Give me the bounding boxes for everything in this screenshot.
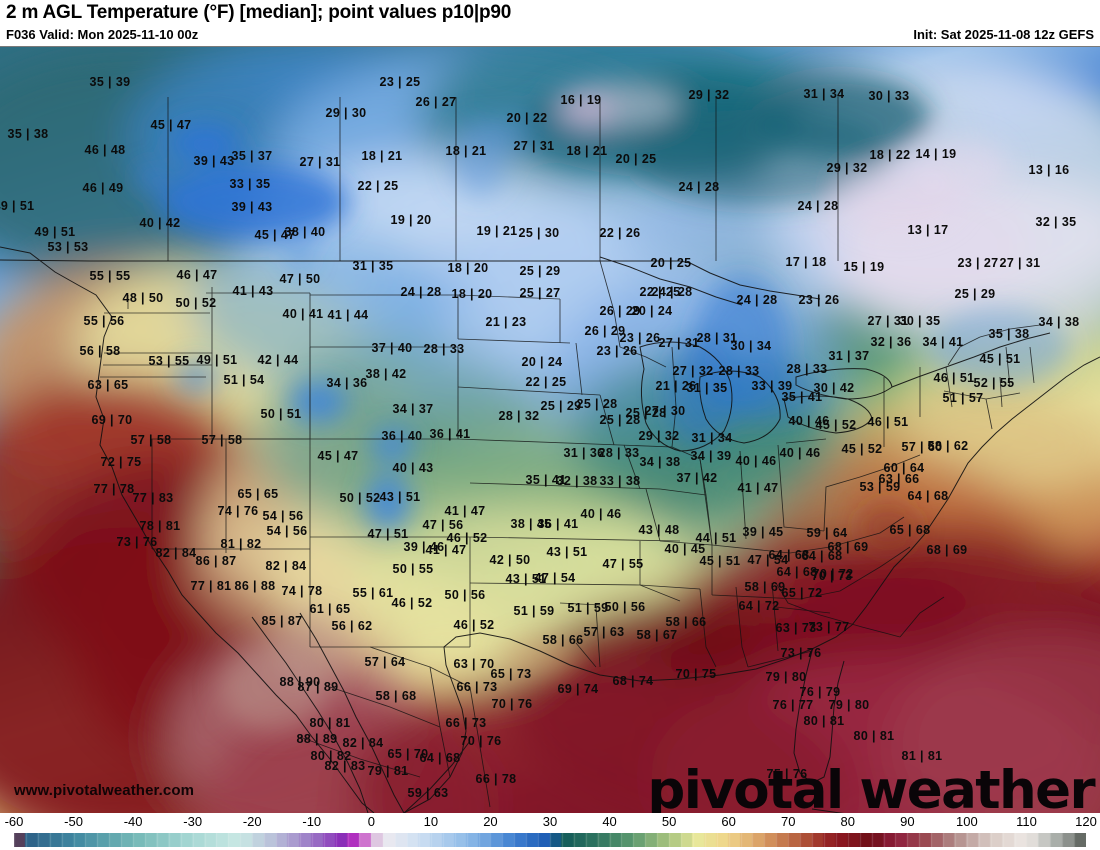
- chart-header: 2 m AGL Temperature (°F) [median]; point…: [0, 0, 1100, 46]
- colorbar-tick: 30: [542, 814, 558, 829]
- colorbar-tick: 50: [661, 814, 677, 829]
- colorbar-tick: 110: [1016, 814, 1037, 829]
- colorbar-tick: 20: [483, 814, 498, 829]
- colorbar-tick: 0: [367, 814, 375, 829]
- colorbar-tick: -10: [302, 814, 322, 829]
- colorbar-tick: 70: [780, 814, 796, 829]
- colorbar-tick: 10: [423, 814, 439, 829]
- colorbar-gradient-strip: [14, 833, 1086, 847]
- temperature-field-svg: [0, 47, 1100, 813]
- colorbar-tick: -40: [123, 814, 143, 829]
- colorbar-tick: -50: [64, 814, 83, 829]
- colorbar-tick-labels: -60 -50 -40 -30 -20 -10 0 10 20 30 40 50 60 70 80 90 100…: [0, 813, 1100, 832]
- site-url-watermark: www.pivotalweather.com: [14, 782, 195, 799]
- valid-time-label: F036 Valid: Mon 2025-11-10 00z: [6, 27, 199, 42]
- colorbar-tick: 100: [956, 814, 978, 829]
- colorbar-tick: -30: [183, 814, 203, 829]
- colorbar-tick: 40: [602, 814, 617, 829]
- page-title: 2 m AGL Temperature (°F) [median]; point…: [6, 2, 512, 23]
- colorbar-tick: 80: [840, 814, 855, 829]
- colorbar[interactable]: -60 -50 -40 -30 -20 -10 0 10 20 30 40 50 60 70 80 90 100…: [0, 813, 1100, 850]
- pivotal-weather-logo: pivotal weather: [647, 760, 1095, 813]
- init-time-label: Init: Sat 2025-11-08 12z GEFS: [913, 27, 1094, 42]
- colorbar-tick: 90: [900, 814, 915, 829]
- colorbar-tick: 120: [1075, 814, 1097, 829]
- colorbar-tick: -60: [4, 814, 24, 829]
- colorbar-tick: -20: [242, 814, 262, 829]
- colorbar-tick: 60: [721, 814, 736, 829]
